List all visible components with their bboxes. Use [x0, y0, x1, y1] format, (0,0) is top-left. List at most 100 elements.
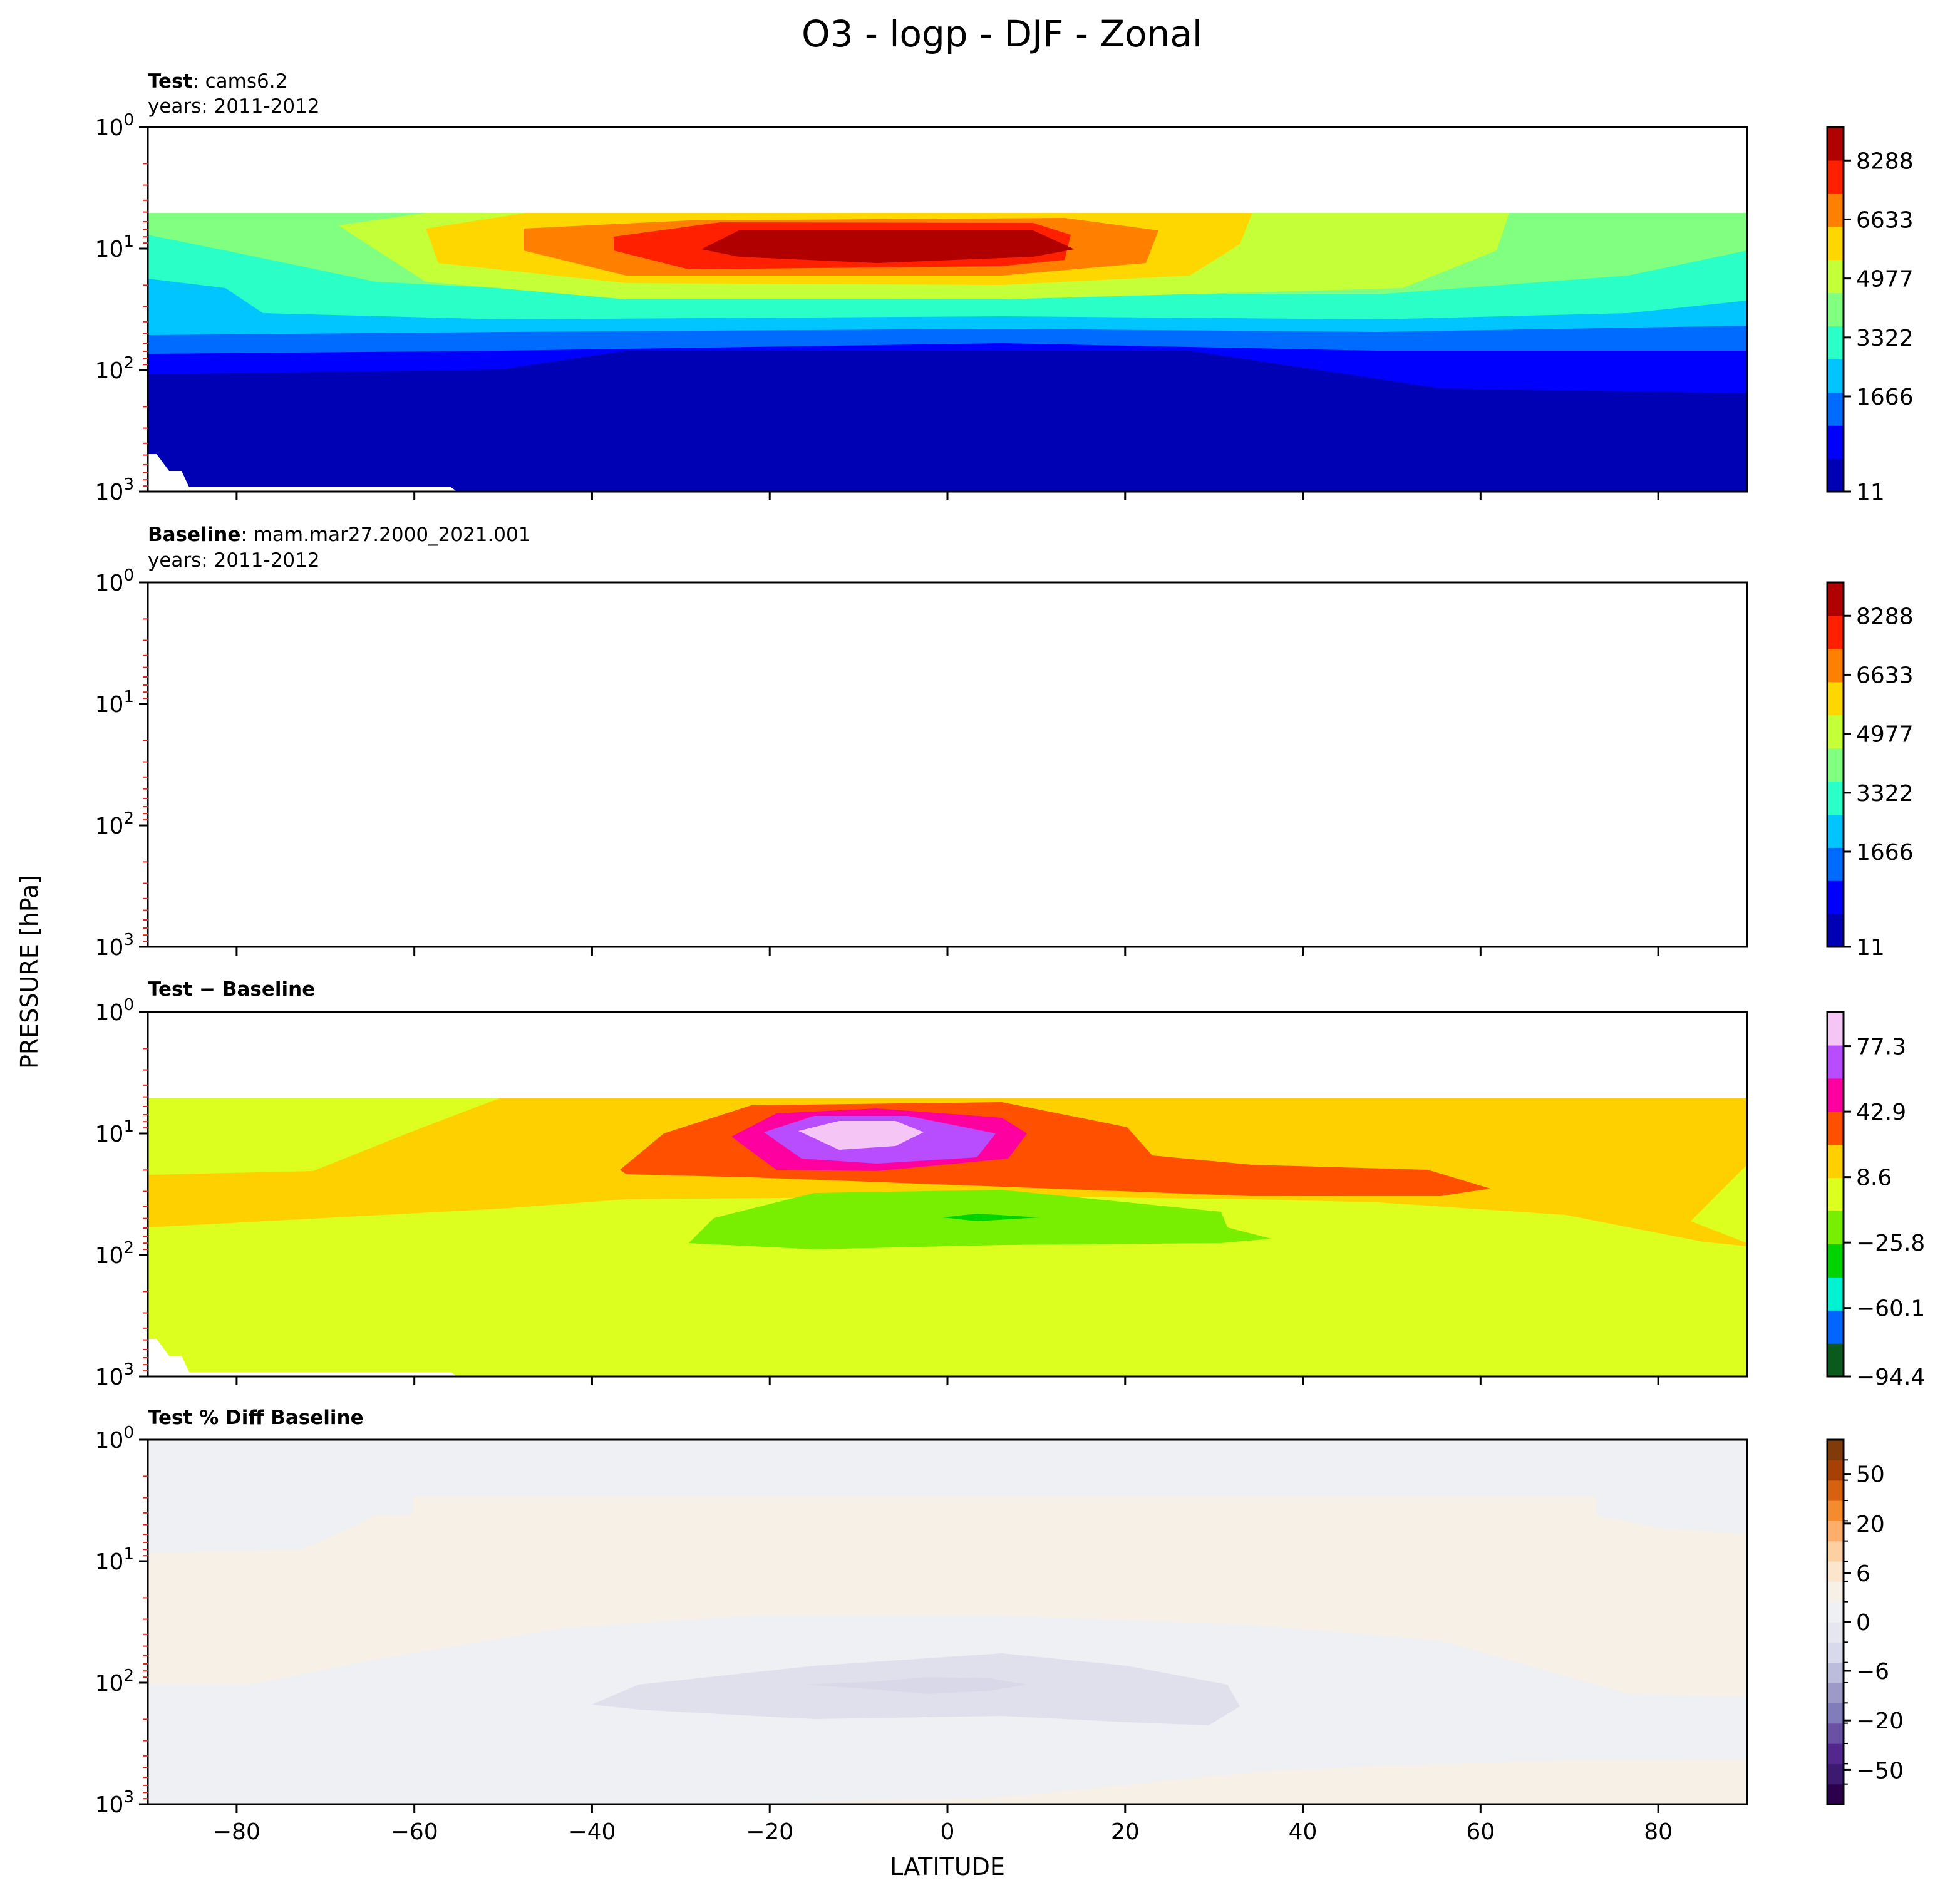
panel-title-rest: : mam.mar27.2000_2021.001 [240, 524, 530, 546]
colorbar-segment [1827, 1500, 1844, 1521]
band-5800 [338, 668, 1509, 755]
x-tick-label: 0 [941, 1819, 955, 1845]
colorbar-tick-label: −94.4 [1856, 1365, 1925, 1390]
colorbar: 8288 6633 4977 3322 1666 11 [1826, 126, 1914, 505]
panel-title-bold: Baseline [148, 524, 240, 546]
contour-field [148, 127, 1747, 492]
y-tick-label: 100 [95, 996, 134, 1026]
x-tick-label: 60 [1466, 1819, 1495, 1845]
colorbar-segment [1827, 127, 1844, 161]
band-9000 [701, 230, 1075, 263]
x-tick-label: −20 [746, 1819, 793, 1845]
colorbar-segment [1827, 1078, 1844, 1112]
colorbar-tick-label: 1666 [1856, 385, 1914, 410]
colorbar-segment [1827, 781, 1844, 815]
panel-title: Baseline: mam.mar27.2000_2021.001 [148, 524, 530, 546]
y-ticks: 100 101 102 103 [95, 111, 148, 505]
figure-title: O3 - logp - DJF - Zonal [802, 13, 1202, 55]
y-tick-label: 103 [95, 1360, 134, 1390]
band-4977 [148, 668, 1747, 947]
y-tick-label: 103 [95, 1788, 134, 1818]
band-11 [148, 351, 1747, 492]
y-tick-label: 101 [95, 232, 134, 262]
colorbar-tick-label: −60.1 [1856, 1296, 1925, 1322]
panel-subtitle: years: 2011-2012 [148, 95, 320, 118]
panel-title-bold: Test [148, 70, 193, 93]
colorbar-segment [1827, 1561, 1844, 1582]
colorbar-tick-label: 0 [1856, 1610, 1870, 1636]
colorbar-tick-label: 4977 [1856, 722, 1914, 748]
x-ticks [235, 492, 1659, 500]
band-8288 [614, 678, 1071, 725]
colorbar-tick-label: 6633 [1856, 663, 1914, 688]
y-tick-label: 102 [95, 809, 134, 839]
colorbar-segment [1827, 1622, 1844, 1643]
colorbar-tick-label: 1666 [1856, 840, 1914, 865]
colorbar: 77.3 42.9 8.6 −25.8 −60.1 −94.4 [1826, 1011, 1925, 1390]
colorbar-segment [1827, 1743, 1844, 1764]
colorbar-segment [1827, 1460, 1844, 1481]
y-tick-label: 100 [95, 1423, 134, 1453]
panel-title: Test: cams6.2 [148, 70, 287, 93]
colorbar-segment [1827, 1784, 1844, 1805]
colorbar-segment [1827, 1521, 1844, 1542]
colorbar-segment [1827, 1662, 1844, 1683]
band-minus-25.8 [942, 1214, 1039, 1221]
colorbar-segment [1827, 1144, 1844, 1179]
region-missing-bottom [148, 1339, 457, 1376]
colorbar-frame [1826, 1011, 1845, 1378]
colorbar-tick-label: 42.9 [1856, 1100, 1906, 1125]
x-tick-labels: −80 −60 −40 −20 0 20 40 60 80 [213, 1819, 1673, 1845]
colorbar-segment [1827, 1440, 1844, 1460]
colorbar-frame [1826, 126, 1845, 493]
band-1000 [148, 798, 1747, 947]
band-9000 [708, 686, 1068, 718]
y-tick-label: 102 [95, 354, 134, 384]
region-missing-bottom [148, 909, 457, 947]
colorbar-segment [1827, 1244, 1844, 1278]
colorbar-tick-label: 6633 [1856, 207, 1914, 233]
x-tick-label: −80 [213, 1819, 260, 1845]
colorbar-segment [1827, 326, 1844, 359]
colorbar-segment [1827, 193, 1844, 227]
colorbar-tick-label: 6 [1856, 1561, 1870, 1587]
colorbar-segment [1827, 226, 1844, 261]
band-positive-lower [148, 1760, 1747, 1804]
colorbar-segment [1827, 1723, 1844, 1744]
colorbar-segment [1827, 814, 1844, 848]
y-tick-label: 101 [95, 1117, 134, 1147]
x-axis-label: LATITUDE [890, 1853, 1005, 1881]
colorbar: 50 20 6 0 −6 −20 −50 [1826, 1438, 1904, 1805]
region-missing-top [148, 582, 1747, 947]
x-tick-label: −60 [391, 1819, 438, 1845]
x-tick-label: 20 [1111, 1819, 1140, 1845]
panel-subtitle: years: 2011-2012 [148, 549, 320, 572]
colorbar-frame [1826, 581, 1845, 948]
y-ticks: 100 101 102 103 [95, 996, 148, 1390]
band-11 [148, 806, 1747, 947]
y-ticks: 100 101 102 103 [95, 1423, 148, 1818]
colorbar-tick-label: −20 [1856, 1708, 1904, 1734]
panel-title: Test % Diff Baseline [148, 1407, 364, 1429]
colorbar-tick-label: 77.3 [1856, 1035, 1906, 1060]
panel-baseline: Baseline: mam.mar27.2000_2021.001 years:… [95, 524, 1914, 961]
colorbar-segment [1827, 1045, 1844, 1079]
colorbar-segment [1827, 1642, 1844, 1663]
band-minus-6 [805, 1677, 1027, 1694]
colorbar-tick-label: 3322 [1856, 781, 1914, 807]
x-tick-label: −40 [568, 1819, 616, 1845]
colorbar-tick-label: 11 [1856, 480, 1885, 505]
colorbar-segment [1827, 1343, 1844, 1377]
colorbar-segment [1827, 259, 1844, 294]
plot-frame [147, 581, 1748, 948]
contour-field [148, 582, 1747, 947]
contour-field [148, 1440, 1747, 1804]
colorbar-segment [1827, 847, 1844, 881]
band-positive-upper [148, 1497, 1747, 1697]
colorbar-tick-label: 50 [1856, 1462, 1885, 1488]
colorbar-tick-label: −25.8 [1856, 1231, 1925, 1256]
colorbar-segment [1827, 582, 1844, 616]
colorbar-segment [1827, 715, 1844, 749]
y-tick-label: 103 [95, 475, 134, 505]
